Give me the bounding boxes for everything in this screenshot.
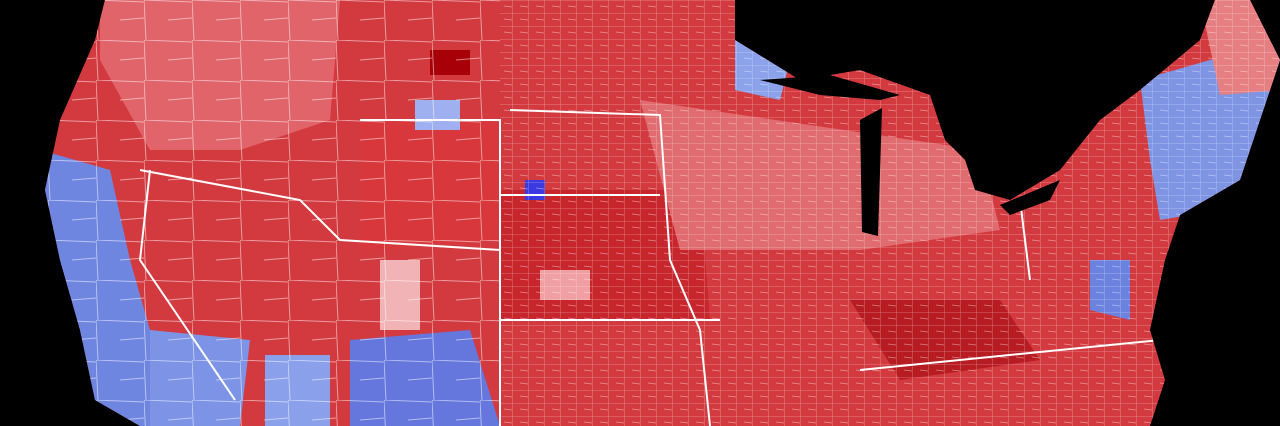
state-border (360, 119, 501, 426)
state-border (139, 169, 501, 251)
lake (1000, 180, 1060, 215)
state-border (138, 169, 236, 401)
state-border (1019, 199, 1031, 281)
lake (760, 75, 900, 100)
state-border (509, 109, 711, 426)
state-border (859, 339, 1161, 371)
lake (860, 108, 882, 236)
